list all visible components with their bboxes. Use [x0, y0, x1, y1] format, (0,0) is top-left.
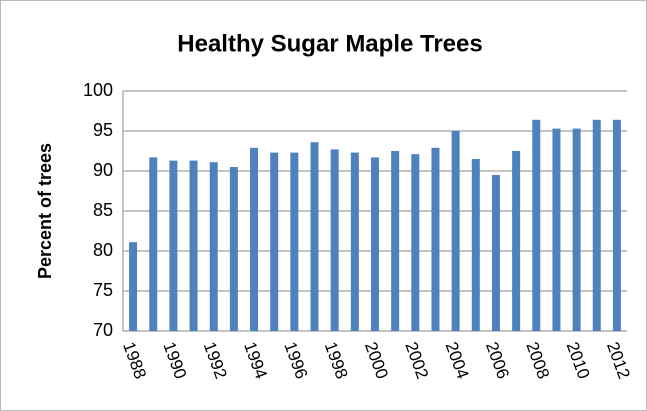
bar	[330, 149, 339, 331]
bar	[270, 152, 279, 331]
bar	[371, 157, 379, 331]
y-tick-label: 75	[93, 280, 113, 300]
bar	[209, 162, 218, 331]
bar	[592, 119, 601, 331]
bar	[169, 160, 178, 331]
bar	[471, 159, 480, 331]
chart-title: Healthy Sugar Maple Trees	[177, 30, 482, 57]
y-tick-label: 90	[93, 160, 113, 180]
y-axis-label: Percent of trees	[35, 143, 55, 279]
bar	[310, 142, 319, 331]
bar	[491, 175, 500, 331]
y-tick-label: 95	[93, 120, 113, 140]
bar	[572, 128, 581, 331]
bar	[391, 151, 400, 331]
bar	[411, 154, 420, 331]
bar	[149, 157, 158, 331]
bar	[350, 152, 359, 331]
bar	[532, 119, 541, 331]
y-tick-label: 100	[83, 80, 113, 100]
bar	[512, 151, 521, 331]
bar	[129, 242, 138, 331]
bar	[431, 147, 440, 331]
y-tick-label: 80	[93, 240, 113, 260]
bar	[250, 147, 259, 331]
y-tick-label: 70	[93, 320, 113, 340]
bar	[552, 128, 561, 331]
bar	[612, 119, 621, 331]
bar	[229, 167, 238, 331]
bar	[189, 160, 198, 331]
y-tick-label: 85	[93, 200, 113, 220]
bar	[290, 152, 299, 331]
bar	[451, 131, 460, 331]
